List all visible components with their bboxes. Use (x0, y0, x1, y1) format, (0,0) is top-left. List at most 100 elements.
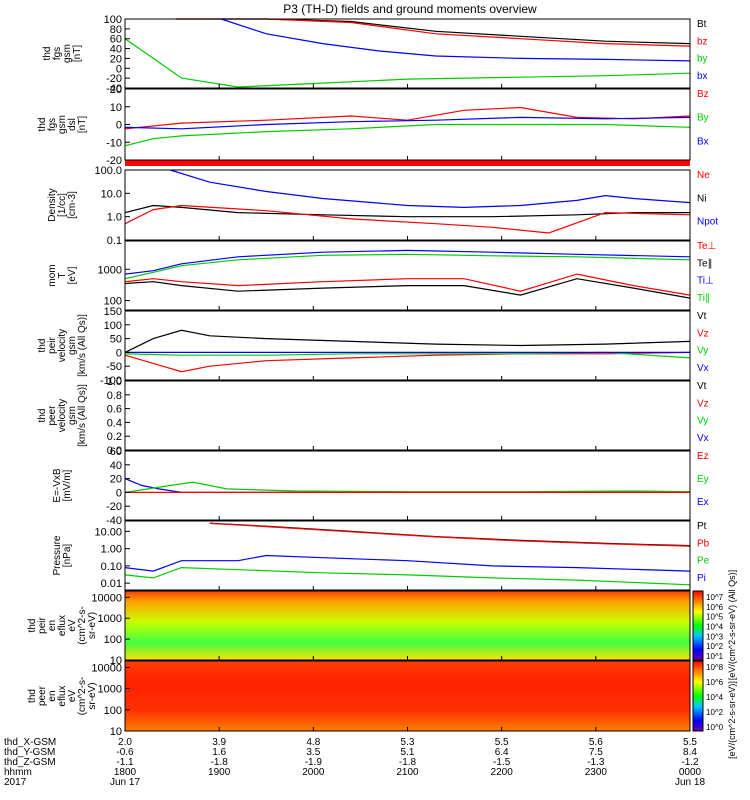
panel-frame (124, 240, 691, 311)
panel-mom-temp: 1000 100 mom T [eV] Te⊥ Te∥ Ti⊥ Ti∥ (47, 240, 716, 311)
y-tick-label: 10 (110, 726, 122, 738)
y-tick-label: 40 (110, 44, 122, 56)
x-row-value: -1.1 (116, 757, 134, 768)
y-tick-label: -50 (106, 361, 122, 373)
colorbar-peir-en-eflux (692, 590, 704, 661)
colorbar-tick: 10^0 (706, 723, 724, 732)
y-axis-label: [mV/m] (62, 469, 73, 501)
y-axis-label: gsm (62, 44, 73, 63)
legend-Vy: Vy (697, 346, 708, 357)
y-tick-label: 40 (110, 460, 122, 472)
y-tick-label: 100.0 (94, 165, 122, 177)
spectrogram (125, 661, 690, 731)
y-tick-label: 100 (104, 296, 122, 308)
series-line-Bz (124, 106, 691, 130)
y-axis-label: peer (37, 685, 48, 706)
series-line-Vz (124, 351, 691, 373)
legend-Pe: Pe (697, 556, 710, 567)
x-row-value: 7.5 (589, 747, 603, 758)
panel-peir-velocity: 150 100 500 -50 -100 thd peir velocity gsm [km/s … (37, 306, 709, 387)
x-row-value: 2300 (585, 767, 608, 778)
y-tick-label: 100 (104, 14, 122, 26)
series-line-Vt (124, 329, 691, 353)
y-axis-label: [cm-3] (67, 191, 78, 219)
x-row-label: thd_X-GSM (4, 737, 56, 748)
legend-Vz: Vz (697, 328, 709, 339)
series-line-Ne (124, 204, 691, 234)
y-tick-label: 20 (110, 84, 122, 96)
y-tick-label: 0.6 (107, 404, 122, 416)
legend-Te⊥: Te⊥ (697, 241, 716, 252)
y-axis-label: [km/s (All Qs)] (77, 314, 88, 377)
colorbar-tick: 10^3 (706, 632, 724, 641)
x-row-value: 5.3 (401, 737, 415, 748)
series-line-Ti∥ (124, 253, 691, 280)
y-tick-label: 0.1 (107, 235, 122, 247)
colorbar-tick: 10^6 (706, 678, 724, 687)
y-axis-label: dsl (67, 118, 78, 131)
y-axis-label: eV (67, 690, 78, 703)
x-row-label: 2017 (4, 777, 27, 788)
y-tick-label: 0 (116, 487, 122, 499)
series-line-Bt (175, 18, 691, 45)
series-line-Ni (124, 204, 690, 218)
y-axis-label: thd (37, 339, 48, 353)
colorbar-tick: 10^1 (706, 652, 724, 661)
x-row-value: 4.8 (306, 737, 320, 748)
x-row-value: 2.0 (118, 737, 132, 748)
y-axis-label: [nT] (77, 116, 88, 133)
legend-Te∥: Te∥ (697, 258, 713, 269)
colorbar-label: [eV/(cm^2-s-sr-eV)] (727, 681, 737, 759)
x-row-value: 1900 (208, 767, 231, 778)
legend-Ex: Ex (697, 497, 709, 508)
x-row-value: 2100 (396, 767, 419, 778)
x-row-value: 5.6 (589, 737, 603, 748)
legend-by: by (697, 54, 708, 65)
x-row-value: 3.9 (212, 737, 226, 748)
y-axis-label: thd (42, 47, 53, 61)
x-row-value: 5.5 (495, 737, 509, 748)
panel-frame (124, 520, 691, 591)
y-axis-label: eV (67, 619, 78, 632)
y-axis-label: velocity (57, 329, 68, 362)
y-tick-label: 10 (110, 655, 122, 667)
y-axis-label: sr-eV) (87, 682, 98, 709)
y-axis-label: sr-eV) (87, 612, 98, 639)
y-tick-label: 10000 (91, 662, 122, 674)
legend-Pt: Pt (697, 521, 707, 532)
panel-e-field: 60 40 200 -20 -40 E=-VxB [mV/m] Ez Ey Ex (52, 446, 709, 527)
series-line-Pb (209, 522, 691, 547)
x-row-value: -1.8 (399, 757, 417, 768)
y-axis-label: E=-VxB (52, 468, 63, 503)
colorbar-tick: 10^4 (706, 623, 724, 632)
panel-density: 100.0 10.0 1.0 0.1 Density [1/cc] [cm-3] Ne Ni Np… (47, 165, 718, 247)
x-row-value: -1.9 (305, 757, 323, 768)
panel-peir-en-eflux: 10000 1000 100 10 thd peir en eflux eV (cm^2-s-sr… (27, 590, 691, 667)
colorbar-tick: 10^5 (706, 613, 724, 622)
y-axis-label: Pressure (52, 535, 63, 575)
legend-Pb: Pb (697, 538, 710, 549)
series-line-Ti⊥ (124, 249, 691, 275)
legend-Vt: Vt (697, 381, 707, 392)
x-row-value: -1.8 (211, 757, 229, 768)
x-row-value: 5.5 (683, 737, 697, 748)
x-row-value: 6.4 (495, 747, 509, 758)
series-line-Npot (170, 169, 691, 209)
status-bar (125, 160, 690, 166)
y-tick-label: 0.0 (107, 445, 122, 457)
y-axis-label: peir (47, 336, 58, 353)
y-axis-label: fgs (47, 118, 58, 131)
y-tick-label: 0 (116, 347, 122, 359)
y-axis-label: gsm (57, 115, 68, 134)
y-axis-label: [1/cc] (57, 193, 68, 217)
y-tick-label: -40 (106, 83, 122, 95)
y-tick-label: 1.0 (107, 212, 122, 224)
series-line-by (124, 38, 691, 88)
x-row-value: Jun 18 (675, 777, 705, 788)
series-line-Pt (209, 522, 691, 547)
y-tick-label: 1.0 (107, 376, 122, 388)
x-row-value: 1.6 (212, 747, 226, 758)
x-row-value: -0.6 (116, 747, 134, 758)
